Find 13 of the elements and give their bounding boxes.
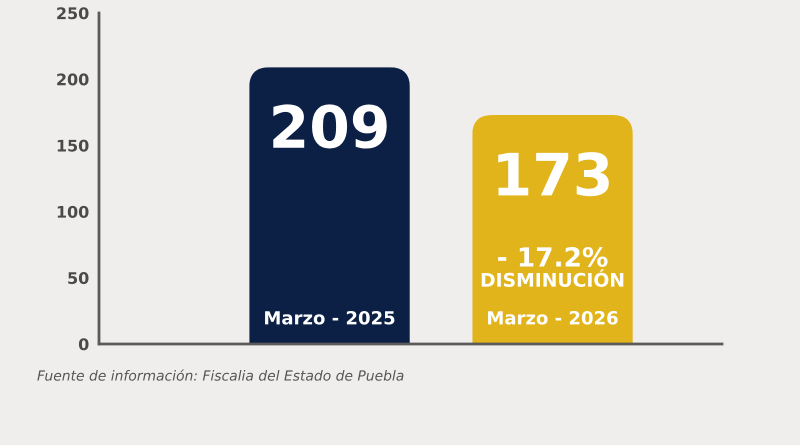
y-tick-label: 100 xyxy=(58,206,89,218)
y-tick-label: 150 xyxy=(58,140,89,152)
data-label: 209 xyxy=(273,104,387,149)
y-tick-label: 0 xyxy=(78,338,89,350)
y-tick-label: 50 xyxy=(68,272,89,284)
y-tick-label: 250 xyxy=(57,7,89,20)
y-tick-label: 200 xyxy=(57,73,89,86)
annotation: - 17.2% xyxy=(498,246,608,267)
annotation: DISMINUCIÓN xyxy=(482,269,624,287)
source-note: Fuente de información: Fiscalia del Estado de Puebla xyxy=(37,369,404,381)
x-tick-label: Marzo - 2026 xyxy=(488,310,618,325)
x-tick-label: Marzo - 2025 xyxy=(265,310,394,325)
data-label: 173 xyxy=(498,152,609,196)
